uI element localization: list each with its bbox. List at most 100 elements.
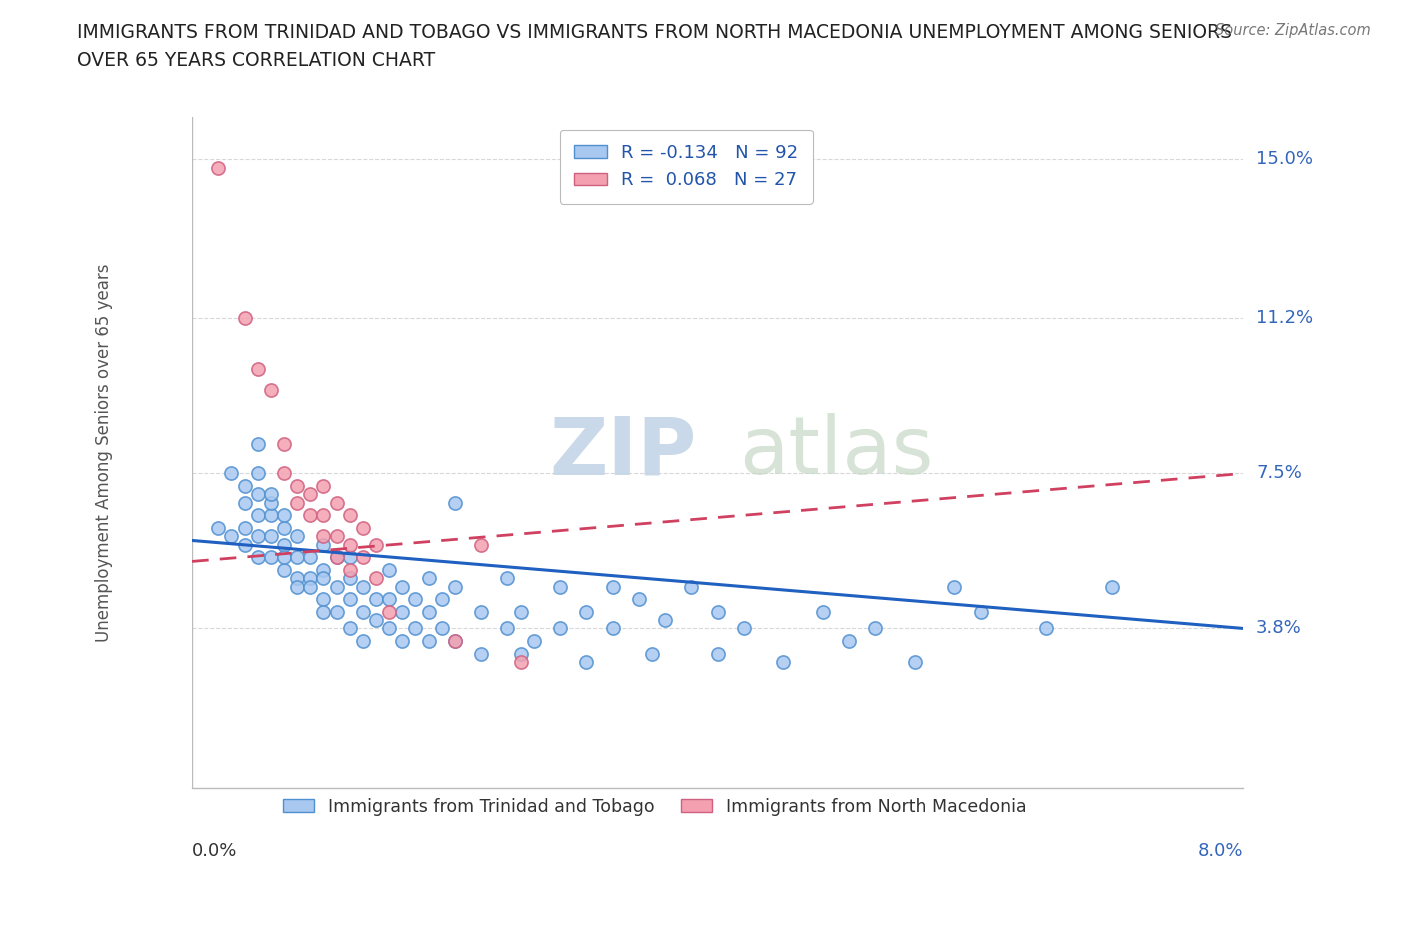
Text: Unemployment Among Seniors over 65 years: Unemployment Among Seniors over 65 years bbox=[96, 263, 114, 642]
Point bbox=[299, 550, 322, 565]
Text: 7.5%: 7.5% bbox=[1256, 464, 1302, 483]
Point bbox=[233, 496, 256, 511]
Point bbox=[352, 550, 374, 565]
Point bbox=[312, 529, 335, 544]
Point bbox=[325, 496, 347, 511]
Text: atlas: atlas bbox=[738, 414, 934, 491]
Point bbox=[430, 621, 453, 636]
Point bbox=[246, 508, 269, 523]
Point bbox=[285, 571, 308, 586]
Point bbox=[246, 466, 269, 481]
Point bbox=[299, 487, 322, 502]
Text: Source: ZipAtlas.com: Source: ZipAtlas.com bbox=[1215, 23, 1371, 38]
Point bbox=[378, 604, 401, 619]
Point bbox=[706, 604, 728, 619]
Point bbox=[969, 604, 991, 619]
Point bbox=[233, 521, 256, 536]
Point bbox=[548, 579, 571, 594]
Text: 0.0%: 0.0% bbox=[193, 843, 238, 860]
Point bbox=[221, 529, 243, 544]
Point bbox=[470, 604, 492, 619]
Point bbox=[273, 466, 295, 481]
Point bbox=[865, 621, 887, 636]
Point bbox=[364, 538, 387, 552]
Text: 3.8%: 3.8% bbox=[1256, 619, 1302, 637]
Point bbox=[312, 571, 335, 586]
Point bbox=[378, 563, 401, 578]
Point bbox=[391, 604, 413, 619]
Point bbox=[312, 604, 335, 619]
Point bbox=[273, 538, 295, 552]
Point bbox=[405, 591, 427, 606]
Point bbox=[364, 613, 387, 628]
Point bbox=[1035, 621, 1057, 636]
Point bbox=[706, 646, 728, 661]
Point bbox=[273, 437, 295, 452]
Point bbox=[339, 621, 361, 636]
Point bbox=[325, 550, 347, 565]
Point bbox=[325, 529, 347, 544]
Point bbox=[418, 633, 440, 648]
Point bbox=[325, 604, 347, 619]
Point bbox=[233, 479, 256, 494]
Point bbox=[339, 508, 361, 523]
Point bbox=[312, 479, 335, 494]
Point bbox=[575, 604, 598, 619]
Point bbox=[470, 646, 492, 661]
Point bbox=[339, 538, 361, 552]
Point bbox=[405, 621, 427, 636]
Point bbox=[733, 621, 755, 636]
Point bbox=[496, 621, 519, 636]
Point bbox=[312, 563, 335, 578]
Point bbox=[285, 496, 308, 511]
Point bbox=[299, 579, 322, 594]
Point bbox=[811, 604, 834, 619]
Point bbox=[575, 655, 598, 670]
Point bbox=[378, 591, 401, 606]
Point bbox=[285, 529, 308, 544]
Point bbox=[246, 529, 269, 544]
Point bbox=[246, 361, 269, 376]
Point bbox=[418, 571, 440, 586]
Point bbox=[299, 508, 322, 523]
Point bbox=[273, 508, 295, 523]
Point bbox=[444, 496, 467, 511]
Point bbox=[352, 521, 374, 536]
Point bbox=[444, 579, 467, 594]
Point bbox=[430, 591, 453, 606]
Point bbox=[325, 550, 347, 565]
Point bbox=[273, 521, 295, 536]
Point bbox=[1101, 579, 1123, 594]
Point bbox=[364, 571, 387, 586]
Point bbox=[444, 633, 467, 648]
Point bbox=[548, 621, 571, 636]
Text: IMMIGRANTS FROM TRINIDAD AND TOBAGO VS IMMIGRANTS FROM NORTH MACEDONIA UNEMPLOYM: IMMIGRANTS FROM TRINIDAD AND TOBAGO VS I… bbox=[77, 23, 1232, 42]
Point bbox=[391, 633, 413, 648]
Text: ZIP: ZIP bbox=[550, 414, 697, 491]
Point bbox=[509, 604, 531, 619]
Point bbox=[260, 529, 283, 544]
Legend: Immigrants from Trinidad and Tobago, Immigrants from North Macedonia: Immigrants from Trinidad and Tobago, Imm… bbox=[276, 790, 1033, 822]
Point bbox=[391, 579, 413, 594]
Point bbox=[299, 571, 322, 586]
Point bbox=[285, 579, 308, 594]
Point bbox=[641, 646, 664, 661]
Point bbox=[772, 655, 794, 670]
Point bbox=[654, 613, 676, 628]
Point bbox=[233, 538, 256, 552]
Point bbox=[496, 571, 519, 586]
Point bbox=[470, 538, 492, 552]
Point bbox=[509, 646, 531, 661]
Point bbox=[838, 633, 860, 648]
Point bbox=[602, 621, 624, 636]
Point bbox=[246, 550, 269, 565]
Point bbox=[312, 508, 335, 523]
Point bbox=[260, 550, 283, 565]
Point bbox=[233, 311, 256, 325]
Point bbox=[285, 479, 308, 494]
Point bbox=[207, 160, 229, 175]
Text: 15.0%: 15.0% bbox=[1256, 151, 1313, 168]
Point bbox=[904, 655, 927, 670]
Point bbox=[260, 508, 283, 523]
Point bbox=[523, 633, 546, 648]
